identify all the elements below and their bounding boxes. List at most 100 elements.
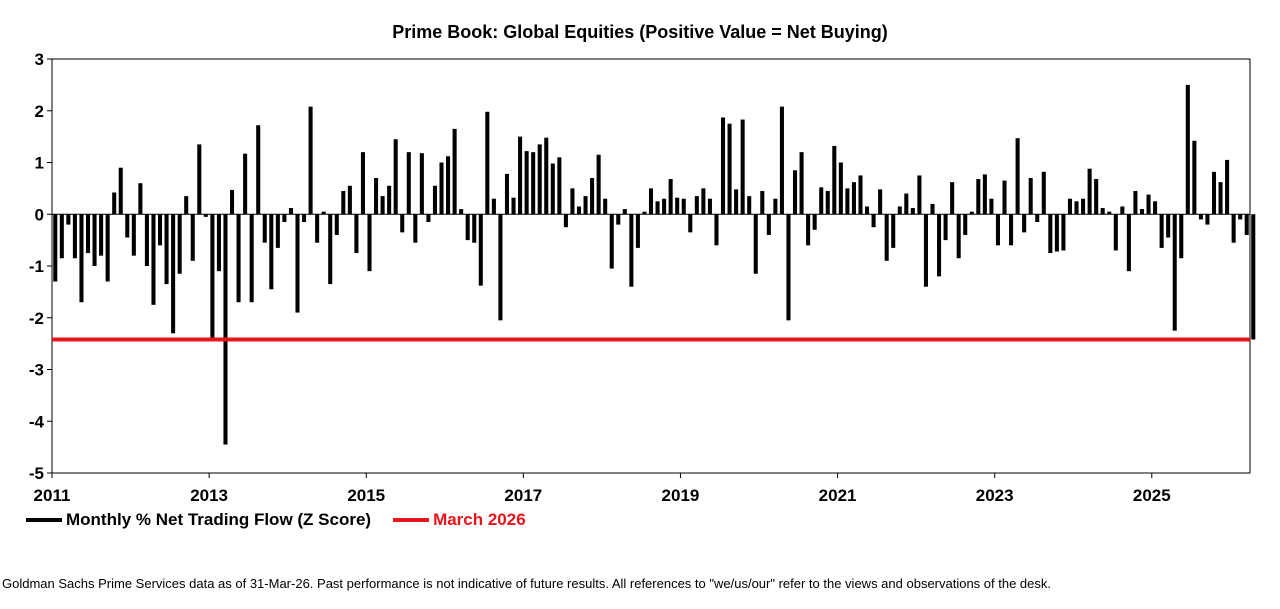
bar [753,214,758,274]
bar [544,137,549,215]
bar [465,214,470,241]
bar [157,214,163,246]
bar [223,214,228,445]
bar [1113,214,1118,251]
x-tick-label: 2011 [34,486,71,505]
bar [609,214,614,269]
footnote: Goldman Sachs Prime Services data as of … [2,576,1052,591]
bar [537,144,542,215]
bar [308,106,313,215]
bar [374,178,379,215]
y-tick-label: -1 [29,257,44,276]
bar [792,170,798,215]
bar [85,214,91,254]
bar [884,214,889,261]
legend: Monthly % Net Trading Flow (Z Score) Mar… [26,510,548,530]
bar [1028,178,1033,215]
legend-swatch-net-trading-flow [26,518,62,522]
bar [596,154,601,215]
bar [1022,214,1027,233]
bar [845,188,850,215]
bar [393,139,398,215]
bar [930,203,935,215]
bar [118,167,123,215]
bar [871,214,876,228]
bar [295,214,300,313]
bar [740,119,745,215]
y-tick-label: 2 [35,102,44,121]
bar [1211,171,1217,215]
bar [243,153,248,215]
bar [380,196,385,215]
bar [662,198,667,215]
bar [1002,180,1007,215]
bar [766,214,771,235]
bar [498,214,503,321]
bar [367,214,372,272]
x-tick-label: 2023 [976,486,1014,505]
bar [524,151,529,215]
bar [1067,198,1072,215]
bar [1153,201,1158,215]
bar [360,152,365,215]
bar [249,214,254,303]
bar [891,214,896,248]
bar [878,189,883,215]
bar [806,214,811,246]
bar [851,182,856,215]
axis-ticks: 3 2 1 0 -1 -2 -3 -4 -5 2011 2013 2015 2017 2019 2021 20… [29,50,1171,505]
bar [819,187,824,215]
bar [1159,214,1164,248]
bar [315,214,320,243]
bar [1205,214,1210,225]
y-tick-label: 1 [35,154,44,173]
bar [1133,190,1138,215]
bar [518,136,523,215]
bar [419,153,424,215]
bar [79,214,84,303]
bar [799,152,804,215]
y-tick-label: 3 [35,50,44,69]
bar [963,214,968,235]
bar [675,197,680,215]
bar [504,173,510,215]
bar [694,196,699,215]
bar [563,214,568,228]
bar [1035,214,1040,223]
bar [151,214,156,305]
legend-swatch-march-2026 [393,518,430,522]
bar [557,157,562,215]
bar [982,174,987,215]
bar [302,214,307,223]
bar [203,214,208,217]
bar [406,152,411,215]
bar [459,209,464,215]
bar [917,175,922,215]
bar [681,198,686,215]
bar [989,198,994,215]
bar [590,178,595,215]
bar [707,198,712,215]
x-tick-label: 2019 [662,486,700,505]
x-tick-label: 2013 [190,486,228,505]
bar [1074,201,1079,215]
y-tick-label: -3 [29,361,44,380]
bar [923,214,928,287]
bar [210,214,215,339]
bar [321,211,326,215]
bar [576,206,582,215]
bar [432,185,437,215]
bar [1041,171,1046,215]
bar [865,206,870,215]
bar [105,214,110,282]
bar [66,214,71,225]
bar [92,214,97,266]
legend-item-march-2026: March 2026 [393,510,526,530]
bar [995,214,1000,246]
bar [616,214,621,225]
bar [1054,214,1059,252]
bar [1244,214,1249,235]
bar [1198,214,1203,220]
bar [216,214,221,272]
bar [838,162,843,215]
